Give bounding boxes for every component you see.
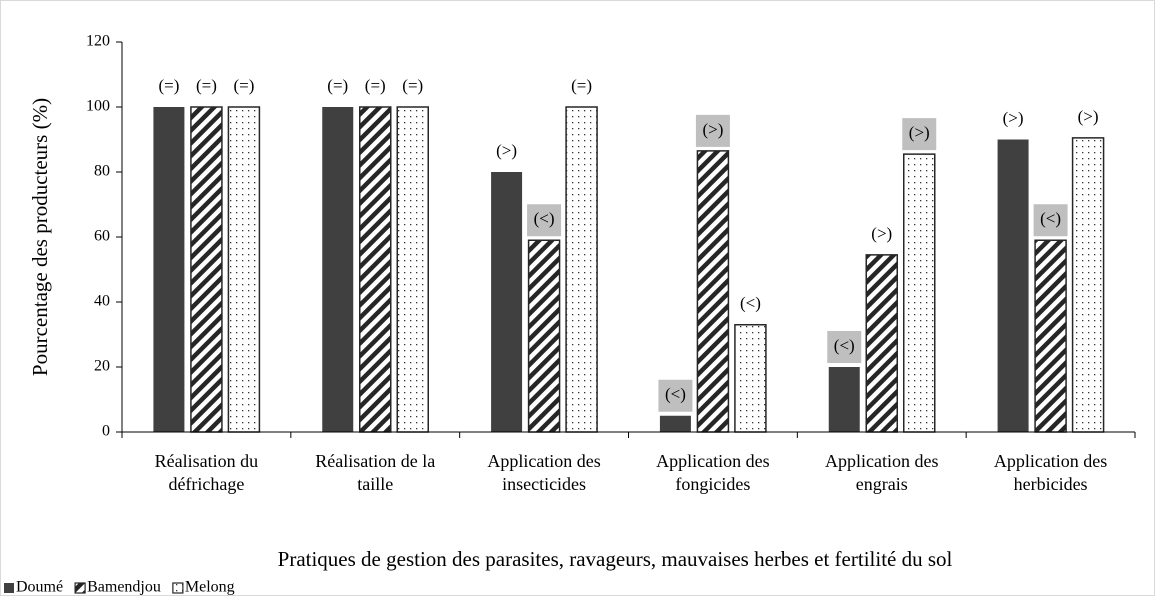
bar bbox=[659, 415, 691, 432]
data-label: (=) bbox=[402, 76, 423, 95]
label-highlight bbox=[902, 118, 937, 151]
data-label: (>) bbox=[1078, 107, 1099, 126]
legend-swatch bbox=[74, 582, 86, 594]
y-tick-label: 80 bbox=[94, 163, 110, 180]
data-label: (=) bbox=[327, 76, 348, 95]
legend-label: Melong bbox=[185, 579, 235, 596]
data-label: (=) bbox=[571, 76, 592, 95]
y-axis-title: Pourcentage des producteurs (%) bbox=[28, 98, 52, 376]
data-label: (=) bbox=[365, 76, 386, 95]
legend-label: Bamendjou bbox=[87, 579, 161, 596]
data-label: (>) bbox=[702, 120, 723, 139]
bar bbox=[491, 172, 523, 432]
y-tick-label: 20 bbox=[94, 358, 110, 375]
x-tick-label: fongicides bbox=[675, 474, 750, 494]
x-tick-label: Réalisation du bbox=[155, 451, 258, 471]
data-label: (<) bbox=[665, 385, 686, 404]
bar bbox=[1034, 239, 1067, 433]
y-tick-label: 40 bbox=[94, 293, 110, 310]
data-label: (<) bbox=[534, 209, 555, 228]
x-tick-label: engrais bbox=[856, 474, 908, 494]
x-tick-label: Application des bbox=[487, 451, 600, 471]
bar bbox=[359, 106, 392, 433]
y-tick-label: 100 bbox=[86, 98, 110, 115]
data-label: (<) bbox=[740, 294, 761, 313]
label-highlight bbox=[527, 204, 562, 237]
bar bbox=[227, 106, 261, 433]
x-tick-label: Réalisation de la bbox=[315, 451, 435, 471]
bar bbox=[565, 106, 598, 433]
label-highlight bbox=[658, 379, 693, 412]
bar bbox=[903, 153, 936, 433]
x-tick-label: insecticides bbox=[502, 474, 586, 494]
legend-swatch bbox=[4, 583, 14, 593]
bar bbox=[828, 367, 860, 432]
data-label: (>) bbox=[496, 141, 517, 160]
bar bbox=[997, 139, 1029, 432]
x-axis-title: Pratiques de gestion des parasites, rava… bbox=[278, 547, 953, 571]
bar bbox=[322, 107, 354, 432]
x-tick-label: herbicides bbox=[1014, 474, 1088, 494]
label-highlight bbox=[695, 114, 730, 147]
data-label: (<) bbox=[834, 336, 855, 355]
legend-swatch bbox=[172, 582, 184, 594]
x-tick-label: Application des bbox=[656, 451, 769, 471]
bar bbox=[865, 254, 898, 433]
legend-label: Doumé bbox=[16, 579, 63, 596]
bar bbox=[696, 150, 730, 433]
bar bbox=[1071, 137, 1105, 433]
data-label: (>) bbox=[1003, 108, 1024, 127]
y-tick-label: 60 bbox=[94, 228, 110, 245]
label-highlight bbox=[827, 331, 862, 363]
data-label: (<) bbox=[1040, 209, 1061, 228]
data-label: (>) bbox=[871, 224, 892, 243]
bar bbox=[527, 239, 561, 433]
bar bbox=[153, 107, 185, 432]
data-label: (>) bbox=[909, 123, 930, 142]
y-tick-label: 120 bbox=[86, 33, 110, 50]
y-tick-label: 0 bbox=[102, 423, 110, 440]
bar bbox=[396, 106, 429, 433]
label-highlight bbox=[1033, 204, 1068, 237]
x-tick-label: défrichage bbox=[168, 474, 244, 494]
x-tick-label: Application des bbox=[825, 451, 938, 471]
data-label: (=) bbox=[233, 76, 254, 95]
x-tick-label: taille bbox=[357, 474, 393, 494]
data-label: (=) bbox=[158, 76, 179, 95]
x-tick-label: Application des bbox=[994, 451, 1107, 471]
bar bbox=[734, 324, 767, 433]
data-label: (=) bbox=[196, 76, 217, 95]
bar bbox=[190, 106, 223, 433]
